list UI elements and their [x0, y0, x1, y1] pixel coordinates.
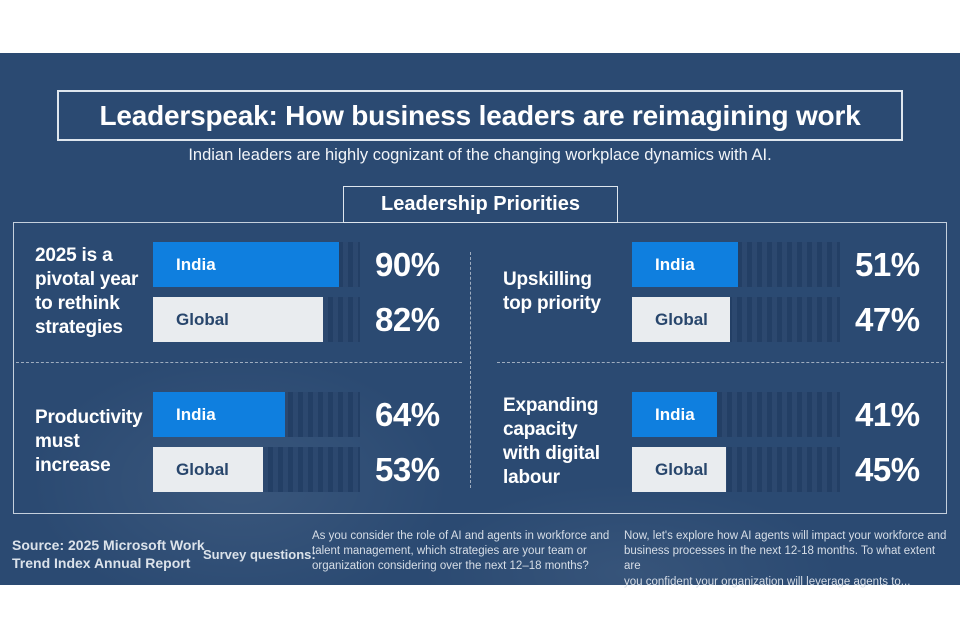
- bar-group-label: India: [655, 254, 695, 274]
- bar-track: India: [153, 242, 360, 287]
- page-subtitle: Indian leaders are highly cognizant of t…: [188, 146, 772, 164]
- global-bar: Global: [153, 297, 323, 342]
- bar-track: Global: [632, 297, 840, 342]
- india-bar: India: [153, 392, 286, 437]
- bar-value: 53%: [375, 451, 440, 488]
- global-bar: Global: [153, 447, 263, 492]
- bar-track: India: [632, 392, 840, 437]
- priority-label: Productivity must increase: [35, 407, 143, 476]
- bar-group-label: Global: [655, 459, 708, 479]
- bar-row-india: India 51%: [632, 242, 941, 287]
- bar-value: 45%: [855, 451, 920, 488]
- india-bar: India: [153, 242, 340, 287]
- bar-row-india: India 64%: [153, 392, 461, 437]
- bar-row-global: Global 82%: [153, 297, 461, 342]
- bar-group-label: Global: [655, 309, 708, 329]
- priority-block-digital-labour: Expanding capacity with digital labour I…: [503, 392, 941, 492]
- bar-group-label: Global: [176, 309, 229, 329]
- global-bar: Global: [632, 297, 730, 342]
- global-bar: Global: [632, 447, 726, 492]
- source-credit: Source: 2025 Microsoft Work Trend Index …: [12, 537, 205, 572]
- horizontal-divider-right: [497, 362, 944, 363]
- bar-value: 51%: [855, 246, 920, 283]
- horizontal-divider-left: [16, 362, 462, 363]
- bar-row-india: India 41%: [632, 392, 941, 437]
- bar-value: 82%: [375, 301, 440, 338]
- section-header: Leadership Priorities: [381, 193, 580, 215]
- survey-question-1: As you consider the role of AI and agent…: [312, 530, 610, 573]
- priority-block-pivotal-year: 2025 is a pivotal year to rethink strate…: [35, 242, 461, 342]
- bar-group-label: India: [176, 254, 216, 274]
- vertical-divider: [470, 252, 471, 488]
- priority-label: Upskilling top priority: [503, 269, 601, 314]
- bar-group-label: India: [176, 404, 216, 424]
- bar-value: 47%: [855, 301, 920, 338]
- bar-track: Global: [153, 447, 360, 492]
- bar-row-global: Global 45%: [632, 447, 941, 492]
- india-bar: India: [632, 392, 718, 437]
- bar-group-label: Global: [176, 459, 229, 479]
- india-bar: India: [632, 242, 739, 287]
- priority-block-upskilling: Upskilling top priority India 51% Global…: [503, 242, 941, 342]
- bar-row-india: India 90%: [153, 242, 461, 287]
- bar-track: India: [153, 392, 360, 437]
- bar-value: 90%: [375, 246, 440, 283]
- survey-question-2: Now, let's explore how AI agents will im…: [624, 530, 947, 588]
- bar-row-global: Global 47%: [632, 297, 941, 342]
- bar-track: India: [632, 242, 840, 287]
- priority-label: Expanding capacity with digital labour: [503, 395, 600, 488]
- bar-track: Global: [632, 447, 840, 492]
- bar-value: 64%: [375, 396, 440, 433]
- priority-label: 2025 is a pivotal year to rethink strate…: [35, 245, 139, 338]
- bar-group-label: India: [655, 404, 695, 424]
- priority-block-productivity: Productivity must increase India 64% Glo…: [35, 392, 461, 492]
- survey-questions-label: Survey questions:: [203, 547, 316, 562]
- section-header-box: Leadership Priorities: [343, 186, 618, 223]
- bar-track: Global: [153, 297, 360, 342]
- bar-value: 41%: [855, 396, 920, 433]
- page-title: Leaderspeak: How business leaders are re…: [99, 99, 861, 131]
- bar-row-global: Global 53%: [153, 447, 461, 492]
- title-box: Leaderspeak: How business leaders are re…: [57, 90, 903, 141]
